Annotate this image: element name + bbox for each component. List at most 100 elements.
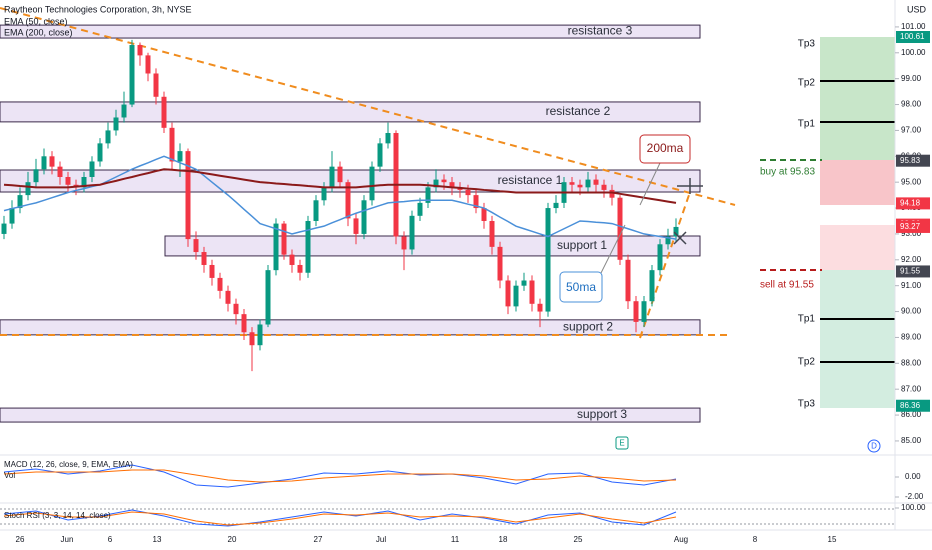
candle-body	[257, 324, 263, 346]
candle-body	[113, 117, 119, 131]
candle-body	[185, 151, 191, 240]
dividend-icon[interactable]	[867, 439, 881, 453]
price-label: 91.55	[900, 267, 921, 276]
candle-body	[425, 187, 431, 203]
candle-body	[57, 166, 63, 177]
earnings-icon-text: E	[619, 439, 624, 448]
candle-body	[201, 252, 207, 265]
candle-body	[41, 156, 47, 170]
target-label: Tp3	[798, 399, 816, 410]
candle-body	[169, 127, 175, 162]
candle-body	[225, 290, 231, 304]
candle-body	[529, 280, 535, 304]
candle-body	[537, 303, 543, 312]
price-label-box	[896, 31, 930, 44]
candle-body	[657, 244, 663, 271]
price-label-box	[896, 154, 930, 167]
candle-body	[505, 280, 511, 307]
markers	[673, 178, 703, 245]
loss-zone	[820, 160, 895, 205]
macd-title: MACD (12, 26, close, 9, EMA, EMA)	[4, 460, 133, 469]
callout-text: 50ma	[566, 280, 596, 294]
x-tick-label: 11	[451, 535, 460, 544]
candle-body	[345, 182, 351, 219]
y-tick-label: 0.00	[905, 472, 921, 481]
target-label: Tp1	[798, 314, 816, 325]
candle-body	[585, 179, 591, 188]
candle-body	[449, 182, 455, 188]
candle-body	[193, 239, 199, 253]
candle-body	[641, 301, 647, 322]
candle-body	[609, 189, 615, 198]
y-tick-label: 85.00	[901, 436, 922, 445]
dividend-icon-text: D	[871, 442, 877, 451]
x-tick-label: 15	[828, 535, 837, 544]
y-tick-label: 95.00	[901, 177, 922, 186]
candle-body	[145, 55, 151, 74]
x-tick-label: 27	[314, 535, 323, 544]
candle-body	[353, 218, 359, 234]
candle-body	[649, 270, 655, 302]
candle-body	[473, 195, 479, 209]
candle-body	[553, 202, 559, 209]
candle-body	[321, 187, 327, 201]
loss-zone	[820, 225, 895, 270]
candle-body	[569, 182, 575, 185]
y-tick-label: 99.00	[901, 74, 922, 83]
candle-body	[625, 259, 631, 302]
indicators: 0.00 -2.00 100.00	[3, 464, 926, 527]
candle-body	[433, 179, 439, 188]
candle-body	[305, 220, 311, 273]
candle-body	[377, 143, 383, 167]
candle-body	[161, 96, 167, 128]
y-tick-label: 91.00	[901, 281, 922, 290]
vol-title: Vol	[4, 471, 15, 480]
indicator-line	[3, 511, 677, 526]
buy-label: buy at 95.83	[760, 167, 815, 178]
candle-body	[49, 156, 55, 167]
candle-body	[209, 264, 215, 278]
candle-body	[521, 280, 527, 286]
candle-body	[17, 195, 23, 209]
candle-body	[313, 200, 319, 221]
candle-body	[233, 303, 239, 315]
ema-line	[3, 168, 677, 204]
profit-zone	[820, 37, 895, 160]
zone-label: resistance 2	[546, 104, 611, 118]
candle-body	[513, 285, 519, 307]
y-tick-label: 93.00	[901, 229, 922, 238]
y-tick-label: 88.00	[901, 358, 922, 367]
legend-entry: EMA (50, close)	[4, 16, 68, 26]
zone-label: resistance 3	[568, 24, 633, 38]
earnings-icon[interactable]	[615, 436, 629, 450]
indicator-line	[3, 464, 677, 488]
price-label-box	[896, 220, 930, 233]
candle-body	[617, 197, 623, 260]
zone-label: support 2	[563, 320, 613, 334]
price-label: 86.36	[900, 401, 921, 410]
candle-body	[369, 166, 375, 201]
currency: USD	[907, 4, 927, 14]
candle-body	[497, 246, 503, 281]
y-tick-label: 101.00	[901, 22, 926, 31]
candle-body	[329, 166, 335, 188]
zone-label: support 1	[557, 238, 607, 252]
y-tick-label: 98.00	[901, 100, 922, 109]
candle-body	[153, 73, 159, 97]
x-tick-label: 8	[753, 535, 758, 544]
x-tick-label: 18	[499, 535, 508, 544]
sell-label: sell at 91.55	[760, 280, 814, 291]
candle-body	[441, 179, 447, 183]
candle-body	[465, 189, 471, 196]
candle-body	[273, 223, 279, 271]
candle-body	[417, 202, 423, 216]
zone	[164, 235, 701, 257]
callout-box	[559, 271, 603, 303]
chart-title: Raytheon Technologies Corporation, 3h, N…	[4, 4, 191, 14]
x-tick-label: Aug	[674, 535, 688, 544]
y-tick-label: 89.00	[901, 333, 922, 342]
indicator-line	[3, 469, 677, 483]
candle-body	[665, 236, 671, 245]
